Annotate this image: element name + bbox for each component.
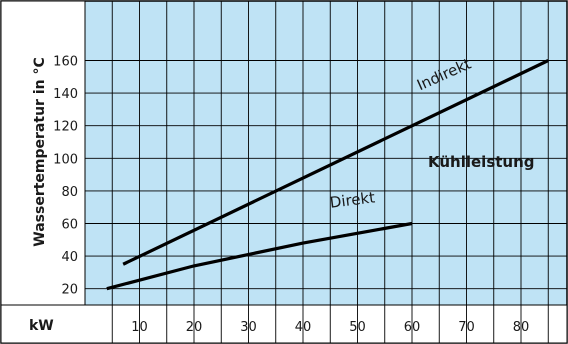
x-tick-label: 10: [131, 320, 148, 335]
y-axis-label: Wassertemperatur in °C: [32, 57, 48, 246]
y-tick-label: 40: [61, 250, 78, 265]
annotation-kuehlleistung: Kühlleistung: [428, 153, 535, 171]
y-tick-label: 80: [61, 185, 78, 200]
x-tick-label: 70: [458, 320, 475, 335]
x-tick-label: 60: [404, 320, 421, 335]
x-tick-label: 40: [295, 320, 312, 335]
unit-strip: [0, 304, 568, 344]
ylabel-strip: [0, 0, 86, 306]
y-tick-label: 20: [61, 283, 78, 298]
x-tick-label: 30: [240, 320, 257, 335]
x-tick-label: 80: [513, 320, 530, 335]
series-line-direkt: [106, 221, 413, 291]
y-tick-label: 60: [61, 218, 78, 233]
y-tick-label: 160: [53, 55, 78, 70]
y-tick-label: 120: [53, 120, 78, 135]
series-lines: [106, 59, 549, 291]
x-tick-label: 50: [349, 320, 366, 335]
series-line-indirekt: [122, 59, 549, 266]
y-tick-labels: 20 40 60 80 100 120 140 160: [53, 55, 78, 298]
y-tick-label: 140: [53, 87, 78, 102]
grid: [85, 1, 567, 343]
series-label-direkt: Direkt: [329, 188, 376, 211]
unit-label: kW: [29, 318, 54, 334]
x-tick-labels: 10 20 30 40 50 60 70 80: [131, 320, 529, 335]
x-tick-label: 20: [186, 320, 203, 335]
y-tick-label: 100: [53, 152, 78, 167]
